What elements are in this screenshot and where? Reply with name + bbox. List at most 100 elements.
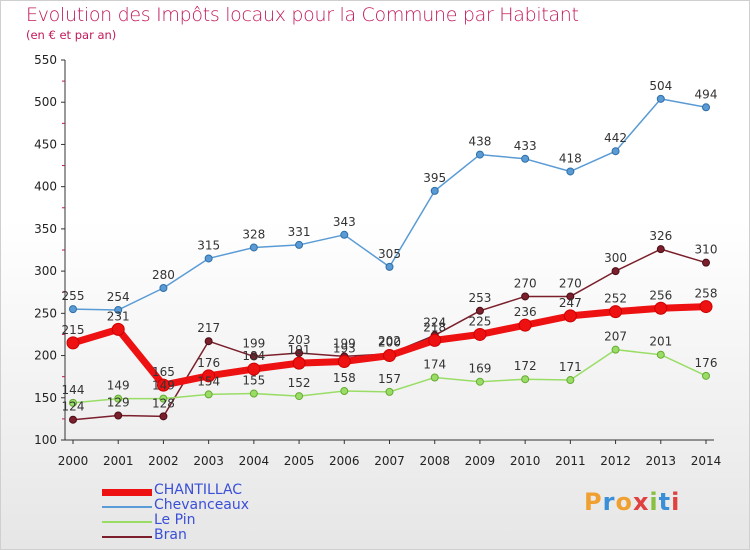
data-point-le-pin <box>566 376 575 385</box>
data-label-bran: 224 <box>423 315 446 329</box>
data-label-chantillac: 218 <box>423 320 446 334</box>
data-point-chevanceaux <box>385 262 394 271</box>
data-label-chantillac: 252 <box>604 292 627 306</box>
data-label-chantillac: 231 <box>107 309 130 323</box>
y-tick-label: 300 <box>34 264 57 278</box>
data-point-chevanceaux <box>611 147 620 156</box>
data-point-le-pin <box>249 389 258 398</box>
data-point-bran <box>702 258 710 267</box>
data-label-chevanceaux: 280 <box>152 268 175 282</box>
data-label-chevanceaux: 331 <box>288 225 311 239</box>
data-label-chantillac: 256 <box>649 288 672 302</box>
data-point-bran <box>249 352 258 361</box>
data-label-chevanceaux: 305 <box>378 247 401 261</box>
data-point-chevanceaux <box>340 230 349 239</box>
data-label-chantillac: 258 <box>695 287 718 301</box>
data-label-chantillac: 184 <box>242 349 265 363</box>
y-tick-label: 250 <box>34 306 57 320</box>
data-point-bran <box>475 306 484 315</box>
data-label-chantillac: 236 <box>514 305 537 319</box>
data-point-le-pin <box>475 377 484 386</box>
data-point-chantillac <box>337 354 351 368</box>
data-label-chantillac: 193 <box>333 341 356 355</box>
data-label-bran: 129 <box>107 396 130 410</box>
legend-swatch-bran <box>102 536 152 538</box>
data-point-bran <box>204 337 213 346</box>
data-label-chevanceaux: 433 <box>514 139 537 153</box>
data-point-le-pin <box>385 387 394 396</box>
data-point-le-pin <box>611 345 620 354</box>
data-label-chevanceaux: 418 <box>559 151 582 165</box>
y-tick-label: 450 <box>34 137 57 151</box>
data-label-bran: 217 <box>197 321 220 335</box>
data-point-chantillac <box>111 322 125 336</box>
x-tick-label: 2014 <box>691 454 722 468</box>
data-point-chevanceaux <box>566 167 575 176</box>
legend-label-bran: Bran <box>154 527 187 543</box>
data-label-le-pin: 172 <box>514 359 537 373</box>
x-tick-label: 2002 <box>148 454 179 468</box>
data-point-chevanceaux <box>521 154 530 163</box>
data-point-chevanceaux <box>204 254 213 263</box>
data-point-bran <box>566 292 575 301</box>
proxiti-logo: Proxiti <box>584 488 681 516</box>
x-tick-label: 2012 <box>600 454 631 468</box>
data-label-le-pin: 176 <box>695 356 718 370</box>
y-tick-label: 200 <box>34 349 57 363</box>
data-point-chantillac <box>292 356 306 370</box>
x-tick-label: 2006 <box>329 454 360 468</box>
data-point-le-pin <box>521 375 530 384</box>
data-label-le-pin: 157 <box>378 372 401 386</box>
data-point-chevanceaux <box>159 284 168 292</box>
data-label-le-pin: 154 <box>197 374 220 388</box>
data-label-le-pin: 149 <box>152 379 175 393</box>
y-tick-label: 500 <box>34 95 57 109</box>
data-point-le-pin <box>69 398 77 407</box>
data-label-chantillac: 215 <box>62 323 85 337</box>
data-label-bran: 199 <box>242 336 265 350</box>
data-label-bran: 253 <box>468 291 491 305</box>
data-point-le-pin <box>159 394 168 403</box>
data-point-bran <box>295 349 304 358</box>
data-point-chantillac <box>383 349 396 363</box>
data-label-le-pin: 155 <box>242 374 265 388</box>
data-point-chevanceaux <box>702 103 710 112</box>
data-label-bran: 199 <box>333 336 356 350</box>
data-label-chevanceaux: 442 <box>604 131 627 145</box>
data-label-le-pin: 144 <box>62 383 85 397</box>
data-label-le-pin: 169 <box>468 362 491 376</box>
data-label-le-pin: 149 <box>107 379 130 393</box>
data-label-chevanceaux: 255 <box>62 289 85 303</box>
data-label-chantillac: 176 <box>197 356 220 370</box>
legend-label-le-pin: Le Pin <box>154 512 196 528</box>
x-tick-label: 2008 <box>419 454 450 468</box>
data-point-bran <box>521 292 530 301</box>
data-point-chantillac <box>654 301 668 315</box>
data-label-chevanceaux: 328 <box>242 227 265 241</box>
data-label-chevanceaux: 315 <box>197 238 220 252</box>
x-tick-label: 2013 <box>646 454 677 468</box>
data-label-bran: 128 <box>152 396 175 410</box>
data-label-bran: 326 <box>649 229 672 243</box>
data-point-chantillac <box>66 336 80 350</box>
data-label-le-pin: 174 <box>423 358 446 372</box>
data-label-bran: 270 <box>559 276 582 290</box>
legend-swatch-chevanceaux <box>102 506 152 508</box>
data-label-bran: 202 <box>378 334 401 348</box>
data-point-chevanceaux <box>475 150 484 159</box>
data-point-chevanceaux <box>430 186 439 195</box>
data-label-chevanceaux: 395 <box>423 171 446 185</box>
chart-title: Evolution des Impôts locaux pour la Comm… <box>26 4 579 26</box>
data-label-chevanceaux: 254 <box>107 290 130 304</box>
data-point-bran <box>656 245 665 254</box>
data-point-chantillac <box>202 369 216 383</box>
data-label-bran: 270 <box>514 276 537 290</box>
data-point-chevanceaux <box>69 305 77 314</box>
data-point-chantillac <box>428 333 442 347</box>
legend-swatch-chantillac <box>102 488 152 496</box>
data-label-chevanceaux: 494 <box>695 87 718 101</box>
data-point-bran <box>69 415 77 424</box>
x-tick-label: 2011 <box>555 454 586 468</box>
